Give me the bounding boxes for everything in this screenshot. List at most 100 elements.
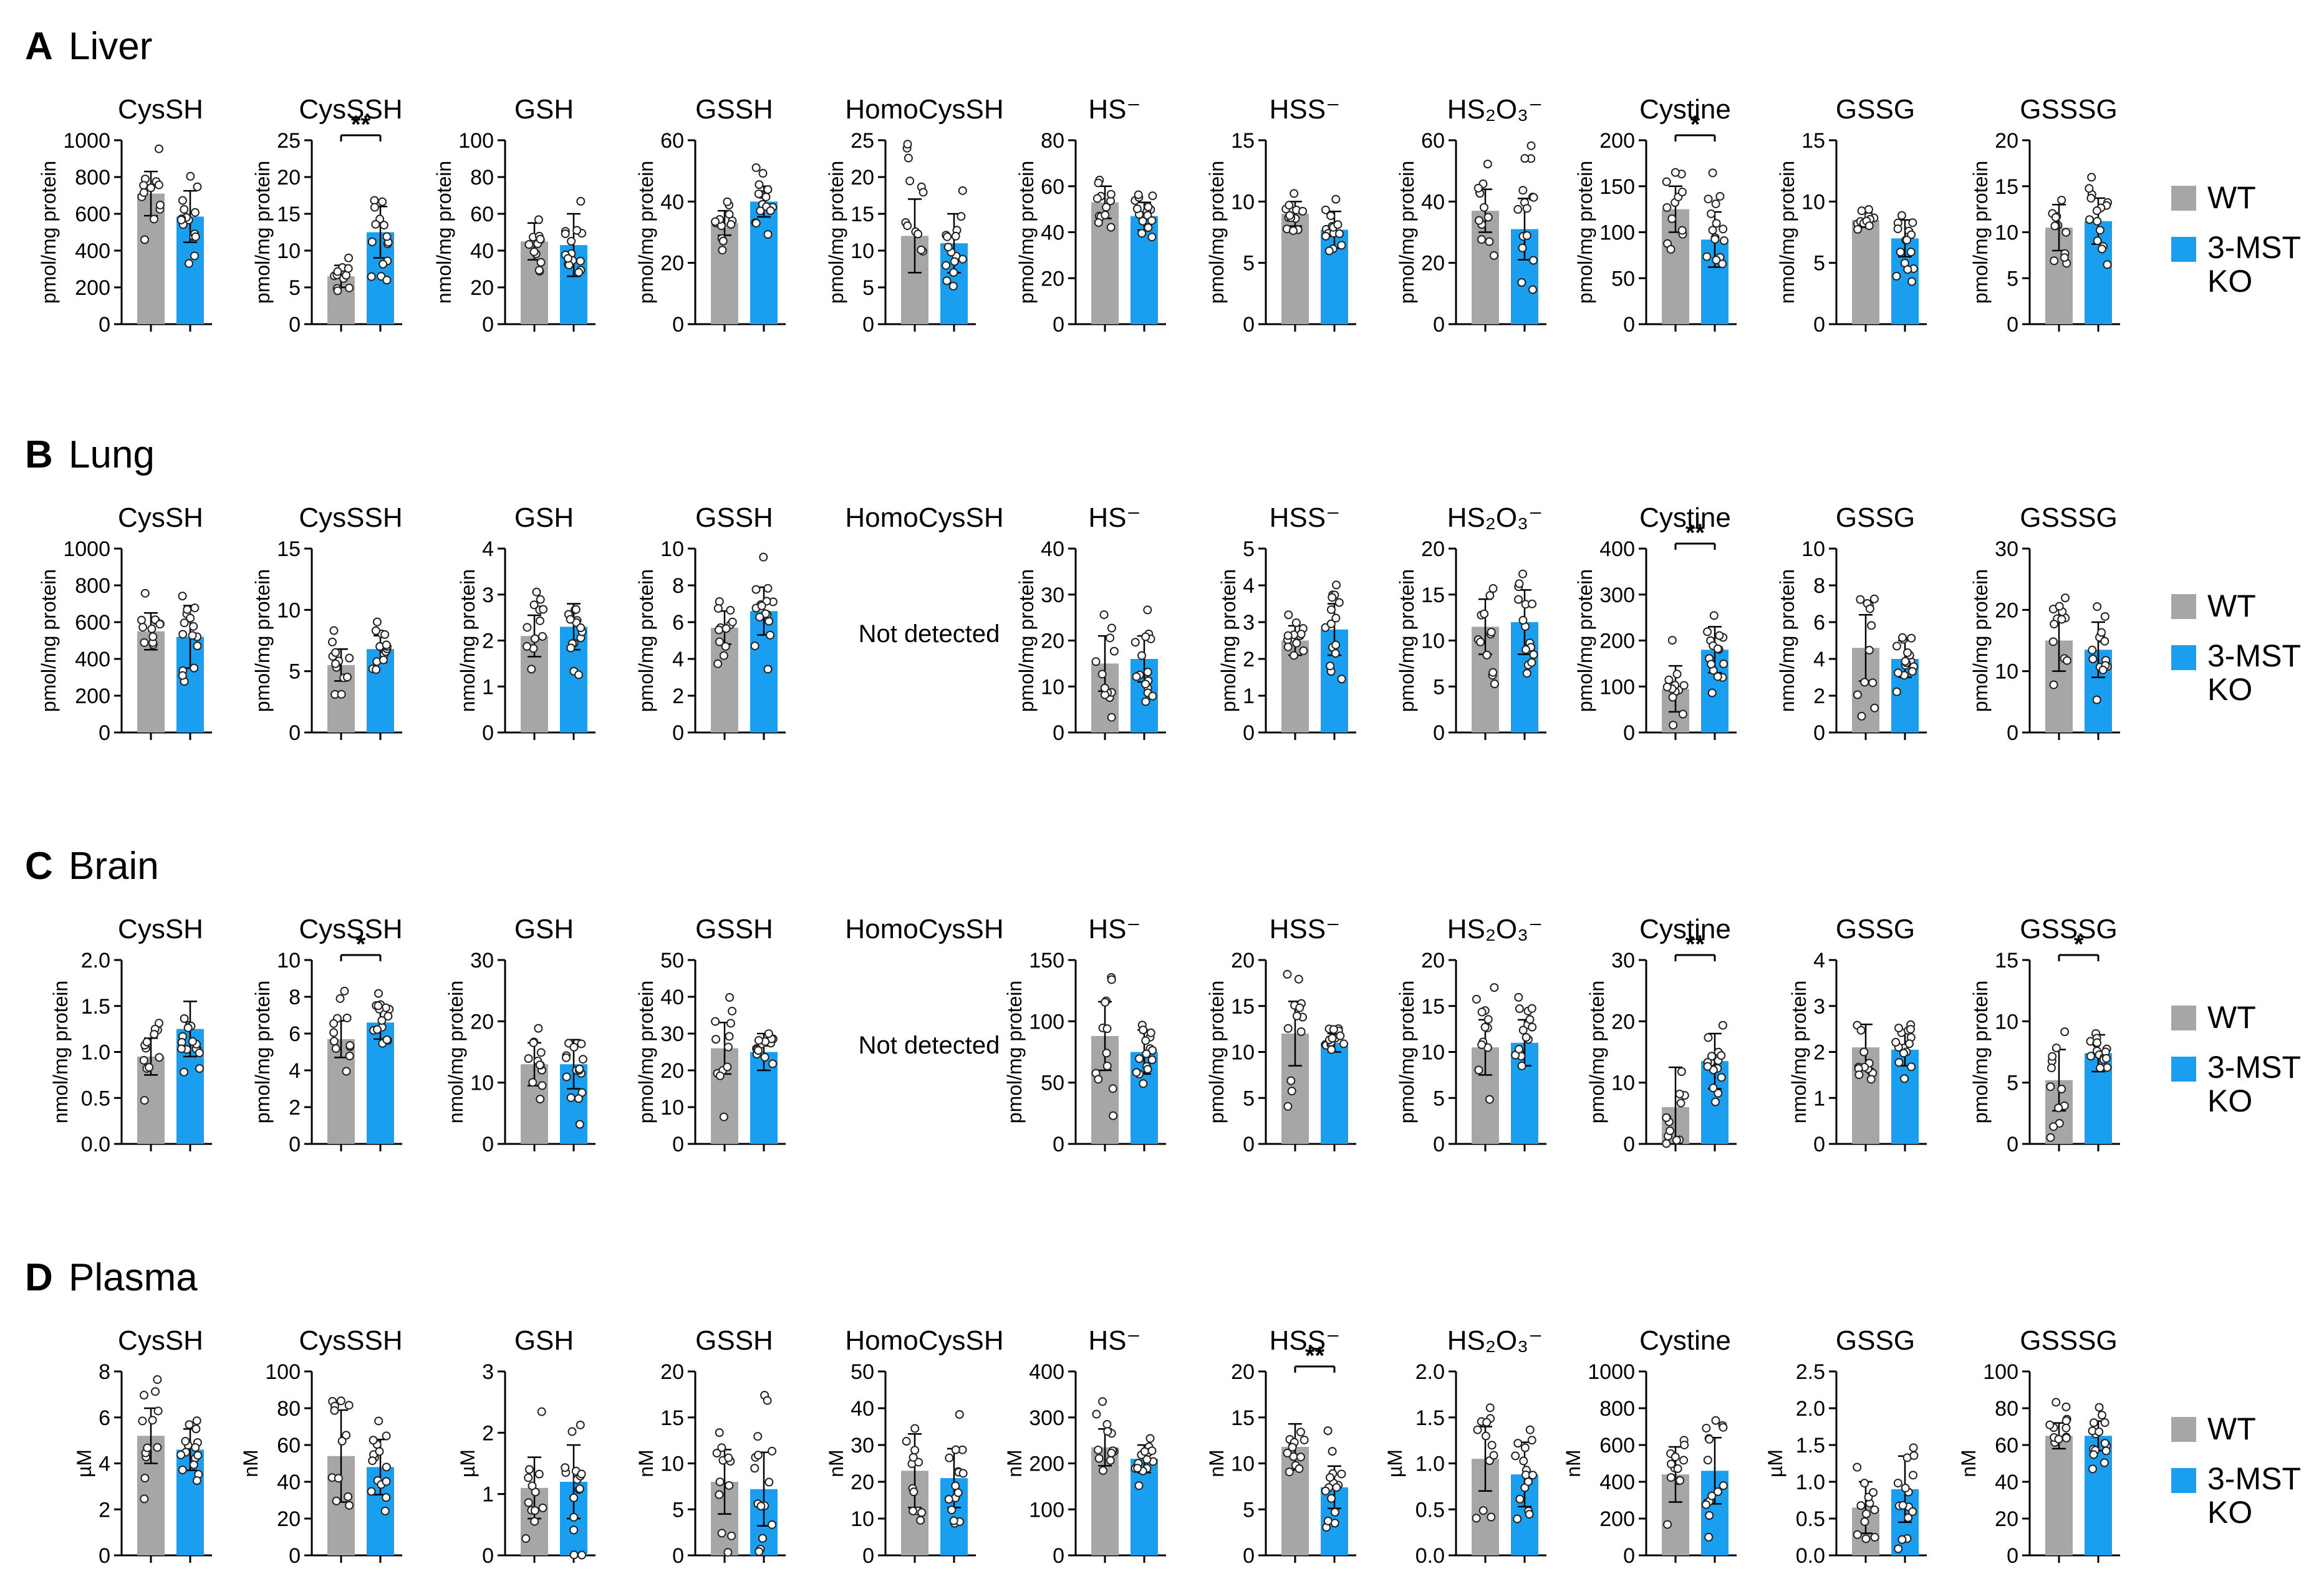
y-tick-label: 200 xyxy=(75,276,110,300)
data-point xyxy=(1101,210,1110,219)
data-point xyxy=(2055,602,2064,611)
data-point xyxy=(1522,669,1531,678)
data-point xyxy=(1483,213,1493,222)
y-axis-label: pmol/mg protein xyxy=(825,161,847,304)
y-tick-label: 0 xyxy=(99,1544,110,1568)
chart-6: HSS⁻ 0 5 10 15 20 nM ** xyxy=(1205,1325,1356,1568)
data-point xyxy=(153,1443,162,1452)
y-tick-label: 20 xyxy=(1231,1360,1255,1384)
data-point xyxy=(2086,193,2096,203)
y-tick-label: 0.0 xyxy=(81,1133,110,1156)
data-point xyxy=(193,1451,203,1460)
y-tick-label: 1.0 xyxy=(1796,1471,1825,1494)
data-point xyxy=(1328,1447,1337,1456)
y-axis-label: pmol/mg protein xyxy=(1015,161,1038,304)
data-point xyxy=(140,1096,149,1105)
data-point xyxy=(1701,1500,1710,1509)
data-point xyxy=(2089,1450,2098,1459)
data-point xyxy=(2051,213,2060,222)
chart-title: HS⁻ xyxy=(1088,1325,1140,1356)
data-point xyxy=(761,192,771,201)
data-point xyxy=(1283,1102,1293,1111)
bar-wt xyxy=(2045,1436,2073,1555)
data-point xyxy=(2061,593,2070,603)
data-point xyxy=(1719,224,1728,234)
y-tick-label: 1000 xyxy=(63,129,110,153)
data-point xyxy=(367,237,377,246)
data-point xyxy=(2103,260,2112,269)
data-point xyxy=(1712,219,1721,228)
data-point xyxy=(1528,1471,1538,1480)
sig-marker: * xyxy=(2074,931,2084,958)
data-point xyxy=(528,1481,537,1491)
data-point xyxy=(176,1044,186,1054)
data-point xyxy=(945,1453,954,1462)
y-tick-label: 3 xyxy=(482,1360,494,1384)
data-point xyxy=(178,196,187,205)
y-tick-label: 0.0 xyxy=(1415,1544,1445,1568)
y-tick-label: 20 xyxy=(660,252,684,276)
y-tick-label: 10 xyxy=(660,537,684,561)
data-point xyxy=(1675,1089,1684,1098)
data-point xyxy=(535,1060,544,1070)
data-point xyxy=(943,242,953,252)
y-tick-label: 10 xyxy=(1231,1041,1255,1065)
y-tick-label: 5 xyxy=(289,660,301,684)
y-axis-label: µM xyxy=(1384,1449,1406,1477)
data-point xyxy=(1147,1055,1157,1065)
data-point xyxy=(382,276,392,285)
data-point xyxy=(524,240,534,249)
data-point xyxy=(1906,247,1916,257)
y-tick-label: 10 xyxy=(1421,630,1445,653)
y-tick-label: 6 xyxy=(1813,611,1825,635)
data-point xyxy=(2100,1458,2109,1467)
data-point xyxy=(176,1450,186,1459)
data-point xyxy=(725,1032,734,1041)
data-point xyxy=(1522,231,1531,240)
data-point xyxy=(1511,1451,1520,1461)
y-tick-label: 4 xyxy=(482,537,494,561)
data-point xyxy=(1705,1434,1714,1444)
data-point xyxy=(345,283,354,292)
y-tick-label: 10 xyxy=(660,1452,684,1476)
y-tick-label: 0 xyxy=(1623,1133,1635,1156)
y-axis-label: pmol/mg protein xyxy=(1969,569,1992,712)
data-point xyxy=(1892,272,1901,281)
y-tick-label: 40 xyxy=(1041,537,1064,561)
data-point xyxy=(1296,1027,1306,1037)
data-point xyxy=(1909,1471,1918,1480)
data-point xyxy=(1147,233,1157,242)
y-tick-label: 2 xyxy=(1813,1041,1825,1065)
y-tick-label: 80 xyxy=(277,1397,301,1421)
data-point xyxy=(1680,1440,1689,1449)
data-point xyxy=(1299,646,1308,655)
data-point xyxy=(2086,1052,2095,1061)
y-axis-label: pmol/mg protein xyxy=(635,981,657,1123)
y-tick-label: 20 xyxy=(1231,949,1255,972)
data-point xyxy=(1288,1443,1297,1452)
data-point xyxy=(758,169,768,178)
y-tick-label: 0 xyxy=(862,1544,874,1568)
data-point xyxy=(763,185,773,194)
legend-swatch-ko xyxy=(2171,237,2196,262)
data-point xyxy=(1864,204,1873,214)
data-point xyxy=(1331,640,1341,650)
data-point xyxy=(1528,285,1538,294)
data-point xyxy=(1521,1033,1531,1042)
data-point xyxy=(1108,1084,1117,1093)
y-tick-label: 0 xyxy=(99,313,110,337)
data-point xyxy=(948,281,958,290)
chart-title: GSH xyxy=(514,502,574,533)
chart-title: HSS⁻ xyxy=(1270,914,1341,944)
data-point xyxy=(2060,253,2069,262)
data-point xyxy=(726,220,736,229)
data-point xyxy=(757,601,766,610)
data-point xyxy=(1107,1448,1116,1457)
data-point xyxy=(1908,1507,1917,1516)
data-point xyxy=(763,583,773,593)
data-point xyxy=(723,197,732,206)
y-axis-label: pmol/mg protein xyxy=(1969,161,1992,304)
